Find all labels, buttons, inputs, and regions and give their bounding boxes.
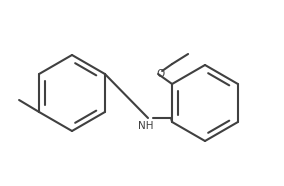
Text: NH: NH [138,121,154,131]
Text: O: O [156,69,164,79]
